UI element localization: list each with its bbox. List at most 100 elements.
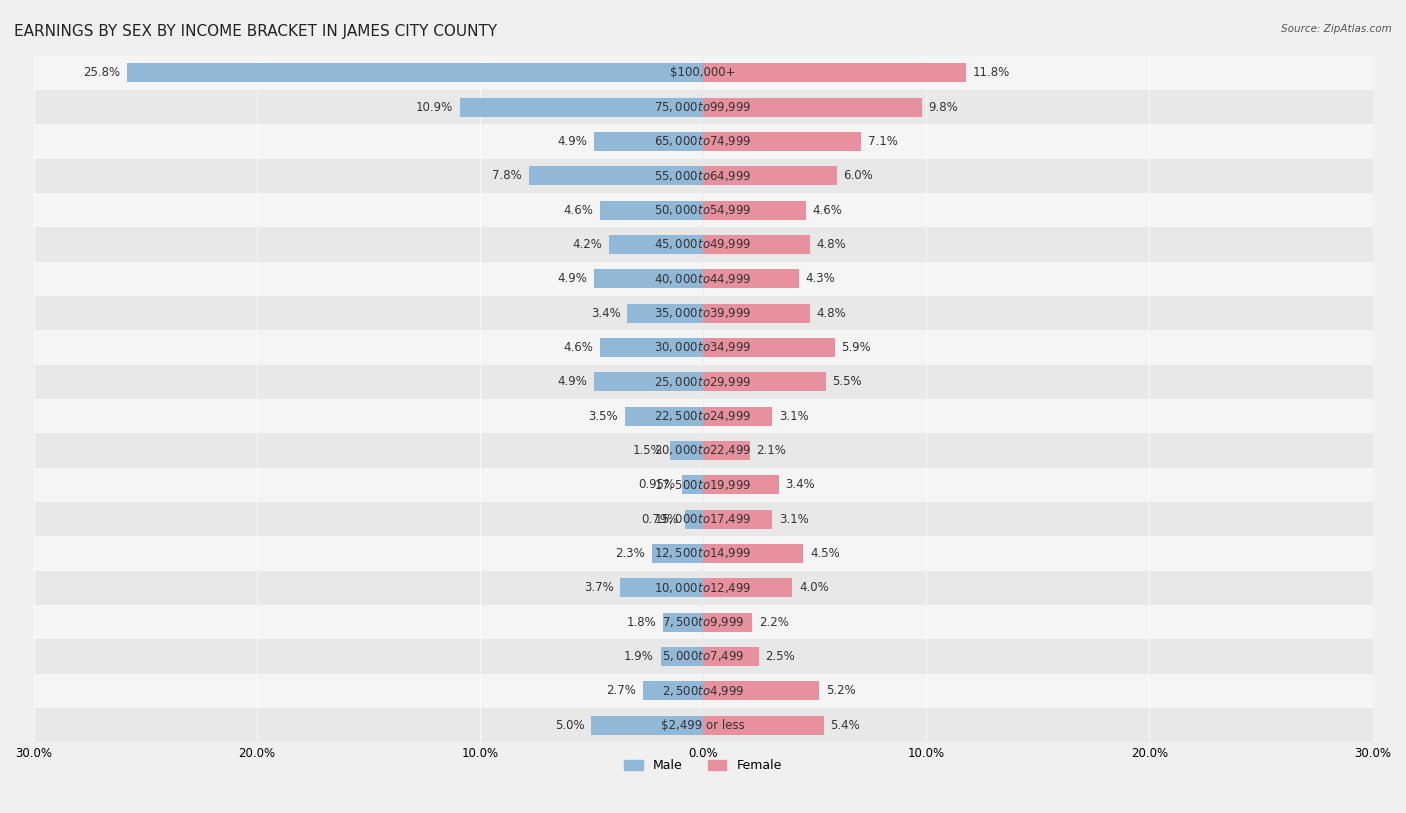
Text: 2.3%: 2.3% <box>616 547 645 560</box>
Text: 7.1%: 7.1% <box>868 135 898 148</box>
Bar <box>34 193 1372 228</box>
Text: $100,000+: $100,000+ <box>671 67 735 80</box>
Text: 5.9%: 5.9% <box>841 341 872 354</box>
Text: 4.9%: 4.9% <box>557 272 586 285</box>
Bar <box>703 476 779 494</box>
Bar <box>34 90 1372 124</box>
Bar <box>643 681 703 700</box>
Bar <box>703 132 862 151</box>
Text: 3.4%: 3.4% <box>786 478 815 491</box>
Text: 1.5%: 1.5% <box>633 444 662 457</box>
Bar <box>34 228 1372 262</box>
Bar <box>34 571 1372 605</box>
Text: $2,499 or less: $2,499 or less <box>661 719 745 732</box>
Text: 2.7%: 2.7% <box>606 685 636 698</box>
Text: 4.6%: 4.6% <box>564 203 593 216</box>
Text: 4.0%: 4.0% <box>799 581 828 594</box>
Text: 5.0%: 5.0% <box>555 719 585 732</box>
Bar <box>703 613 752 632</box>
Text: 4.6%: 4.6% <box>564 341 593 354</box>
Text: $45,000 to $49,999: $45,000 to $49,999 <box>654 237 752 251</box>
Bar <box>34 674 1372 708</box>
Bar <box>703 201 806 220</box>
Bar <box>703 98 922 116</box>
Bar <box>34 433 1372 467</box>
Bar <box>624 406 703 425</box>
Text: 5.2%: 5.2% <box>825 685 855 698</box>
Bar <box>34 330 1372 365</box>
Bar <box>34 502 1372 537</box>
Text: 3.1%: 3.1% <box>779 513 808 526</box>
Text: 4.2%: 4.2% <box>572 238 603 251</box>
Text: 2.2%: 2.2% <box>759 615 789 628</box>
Bar <box>669 441 703 460</box>
Bar <box>34 296 1372 330</box>
Text: $20,000 to $22,499: $20,000 to $22,499 <box>654 443 752 458</box>
Bar <box>703 372 825 391</box>
Bar <box>703 304 810 323</box>
Bar <box>34 159 1372 193</box>
Text: $17,500 to $19,999: $17,500 to $19,999 <box>654 478 752 492</box>
Bar <box>703 715 824 735</box>
Text: 11.8%: 11.8% <box>973 67 1011 80</box>
Text: 4.5%: 4.5% <box>810 547 839 560</box>
Bar <box>703 681 820 700</box>
Text: 4.3%: 4.3% <box>806 272 835 285</box>
Bar <box>592 715 703 735</box>
Bar <box>593 269 703 289</box>
Text: 2.5%: 2.5% <box>765 650 796 663</box>
Text: 4.6%: 4.6% <box>813 203 842 216</box>
Bar <box>34 365 1372 399</box>
Bar <box>34 262 1372 296</box>
Text: 1.8%: 1.8% <box>627 615 657 628</box>
Bar <box>609 235 703 254</box>
Text: 5.4%: 5.4% <box>830 719 860 732</box>
Bar <box>703 510 772 528</box>
Text: 4.8%: 4.8% <box>817 238 846 251</box>
Text: 25.8%: 25.8% <box>83 67 121 80</box>
Bar <box>34 467 1372 502</box>
Text: $22,500 to $24,999: $22,500 to $24,999 <box>654 409 752 423</box>
Text: Source: ZipAtlas.com: Source: ZipAtlas.com <box>1281 24 1392 34</box>
Bar <box>34 399 1372 433</box>
Text: 3.7%: 3.7% <box>583 581 614 594</box>
Text: $50,000 to $54,999: $50,000 to $54,999 <box>654 203 752 217</box>
Text: $15,000 to $17,499: $15,000 to $17,499 <box>654 512 752 526</box>
Bar <box>703 578 792 598</box>
Bar <box>703 338 835 357</box>
Bar <box>703 63 966 82</box>
Bar <box>529 167 703 185</box>
Bar <box>651 544 703 563</box>
Bar <box>703 235 810 254</box>
Bar <box>34 639 1372 674</box>
Text: $2,500 to $4,999: $2,500 to $4,999 <box>662 684 744 698</box>
Bar <box>34 124 1372 159</box>
Bar <box>703 647 759 666</box>
Text: 4.8%: 4.8% <box>817 307 846 320</box>
Bar <box>661 647 703 666</box>
Text: 3.1%: 3.1% <box>779 410 808 423</box>
Text: 1.9%: 1.9% <box>624 650 654 663</box>
Text: $5,000 to $7,499: $5,000 to $7,499 <box>662 650 744 663</box>
Text: $55,000 to $64,999: $55,000 to $64,999 <box>654 169 752 183</box>
Bar <box>627 304 703 323</box>
Text: 4.9%: 4.9% <box>557 376 586 389</box>
Text: 3.4%: 3.4% <box>591 307 620 320</box>
Bar <box>600 201 703 220</box>
Text: $35,000 to $39,999: $35,000 to $39,999 <box>654 307 752 320</box>
Bar <box>34 605 1372 639</box>
Bar <box>593 132 703 151</box>
Text: $75,000 to $99,999: $75,000 to $99,999 <box>654 100 752 114</box>
Text: $10,000 to $12,499: $10,000 to $12,499 <box>654 580 752 595</box>
Bar <box>703 406 772 425</box>
Text: $40,000 to $44,999: $40,000 to $44,999 <box>654 272 752 286</box>
Bar <box>703 544 803 563</box>
Bar <box>600 338 703 357</box>
Text: $30,000 to $34,999: $30,000 to $34,999 <box>654 341 752 354</box>
Text: 9.8%: 9.8% <box>928 101 957 114</box>
Bar <box>685 510 703 528</box>
Bar <box>34 708 1372 742</box>
Text: 7.8%: 7.8% <box>492 169 522 182</box>
Text: EARNINGS BY SEX BY INCOME BRACKET IN JAMES CITY COUNTY: EARNINGS BY SEX BY INCOME BRACKET IN JAM… <box>14 24 498 39</box>
Text: 5.5%: 5.5% <box>832 376 862 389</box>
